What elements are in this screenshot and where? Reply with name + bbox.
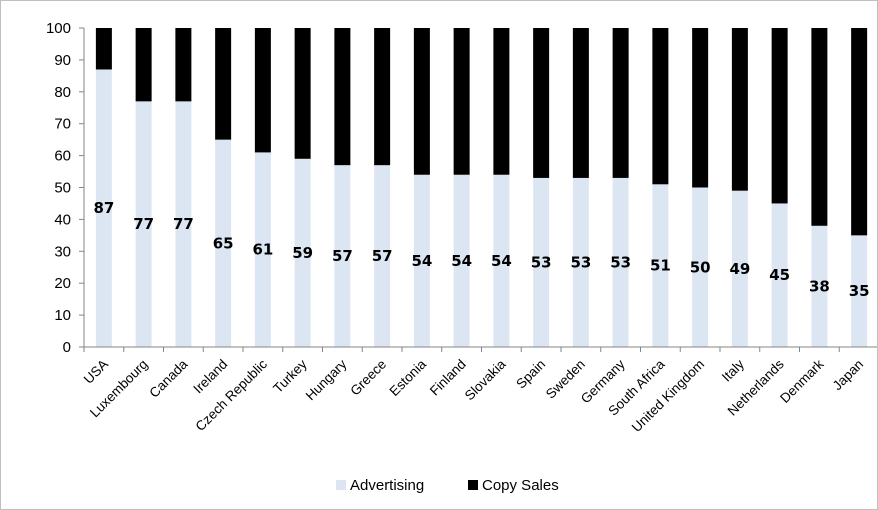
bar-advertising-luxembourg <box>135 101 152 348</box>
bar-copy-sales-ireland <box>215 28 232 140</box>
data-label: 54 <box>451 252 472 270</box>
x-tick-label: Hungary <box>303 356 350 403</box>
bar-copy-sales-netherlands <box>771 28 788 204</box>
bar-copy-sales-united-kingdom <box>692 28 709 188</box>
bar-advertising-usa <box>95 69 112 347</box>
bar-copy-sales-greece <box>374 28 391 166</box>
data-label: 54 <box>491 252 512 270</box>
y-tick-label: 40 <box>54 211 71 228</box>
y-tick-label: 90 <box>54 52 71 69</box>
x-tick-label: USA <box>81 357 111 387</box>
data-label: 35 <box>849 282 870 300</box>
data-label: 77 <box>173 215 194 233</box>
bar-advertising-greece <box>374 165 391 347</box>
bar-advertising-japan <box>851 235 868 347</box>
bar-advertising-finland <box>453 174 470 347</box>
bar-copy-sales-germany <box>612 28 629 178</box>
x-tick-label: Denmark <box>777 356 827 406</box>
y-tick-label: 10 <box>54 307 71 324</box>
bar-advertising-slovakia <box>493 174 510 347</box>
y-tick-label: 30 <box>54 243 71 260</box>
bar-advertising-czech-republic <box>254 152 271 347</box>
y-tick-label: 50 <box>54 180 71 197</box>
x-tick-label: United Kingdom <box>629 357 708 436</box>
bar-advertising-sweden <box>572 177 589 347</box>
data-label: 59 <box>292 244 313 262</box>
bar-copy-sales-luxembourg <box>135 28 152 102</box>
bar-advertising-spain <box>533 177 550 347</box>
x-tick-label: Czech Republic <box>193 356 271 434</box>
bar-copy-sales-spain <box>533 28 550 178</box>
bar-advertising-hungary <box>334 165 351 347</box>
legend-swatch-advertising <box>336 480 346 490</box>
bar-copy-sales-finland <box>453 28 470 175</box>
bar-copy-sales-japan <box>851 28 868 236</box>
bar-copy-sales-czech-republic <box>254 28 271 153</box>
bar-advertising-united-kingdom <box>692 187 709 347</box>
x-tick-label: Slovakia <box>462 356 509 403</box>
x-tick-label: Turkey <box>270 356 310 396</box>
x-tick-label: Greece <box>347 357 389 399</box>
legend-label-copy-sales: Copy Sales <box>482 477 559 494</box>
bar-copy-sales-italy <box>731 28 748 191</box>
data-label: 50 <box>690 258 711 276</box>
bar-advertising-estonia <box>413 174 430 347</box>
data-label: 51 <box>650 257 671 275</box>
bar-copy-sales-hungary <box>334 28 351 166</box>
data-label: 53 <box>610 253 631 271</box>
bar-copy-sales-slovakia <box>493 28 510 175</box>
bar-copy-sales-turkey <box>294 28 311 159</box>
x-tick-label: Japan <box>830 357 867 394</box>
x-tick-label: Spain <box>513 357 548 392</box>
legend: Advertising Copy Sales <box>336 477 559 494</box>
y-tick-label: 60 <box>54 148 71 165</box>
bar-advertising-denmark <box>811 225 828 347</box>
data-label: 77 <box>133 215 154 233</box>
bar-advertising-germany <box>612 177 629 347</box>
bar-advertising-south-africa <box>652 184 669 347</box>
bar-copy-sales-usa <box>95 28 112 70</box>
bar-copy-sales-south-africa <box>652 28 669 185</box>
bar-copy-sales-estonia <box>413 28 430 175</box>
bar-advertising-ireland <box>215 139 232 347</box>
bar-copy-sales-sweden <box>572 28 589 178</box>
bar-copy-sales-denmark <box>811 28 828 226</box>
y-tick-label: 80 <box>54 84 71 101</box>
data-label: 87 <box>93 199 114 217</box>
data-label: 53 <box>570 253 591 271</box>
data-label: 54 <box>411 252 432 270</box>
bar-copy-sales-canada <box>175 28 192 102</box>
y-tick-label: 70 <box>54 116 71 133</box>
data-label: 57 <box>332 247 353 265</box>
x-tick-label: Italy <box>719 356 747 384</box>
y-tick-label: 0 <box>63 339 71 356</box>
data-label: 57 <box>372 247 393 265</box>
x-tick-label: Canada <box>146 356 190 400</box>
legend-swatch-copy-sales <box>468 480 478 490</box>
data-label: 61 <box>252 241 273 259</box>
data-label: 38 <box>809 277 830 295</box>
bar-advertising-netherlands <box>771 203 788 347</box>
data-label: 65 <box>213 234 234 252</box>
data-label: 45 <box>769 266 790 284</box>
data-label: 53 <box>531 253 552 271</box>
data-label: 49 <box>729 260 750 278</box>
y-tick-label: 20 <box>54 275 71 292</box>
x-tick-label: Estonia <box>387 356 430 399</box>
legend-label-advertising: Advertising <box>350 477 424 494</box>
bar-advertising-italy <box>731 190 748 347</box>
y-tick-label: 100 <box>46 20 71 37</box>
bar-advertising-turkey <box>294 158 311 347</box>
bar-advertising-canada <box>175 101 192 348</box>
